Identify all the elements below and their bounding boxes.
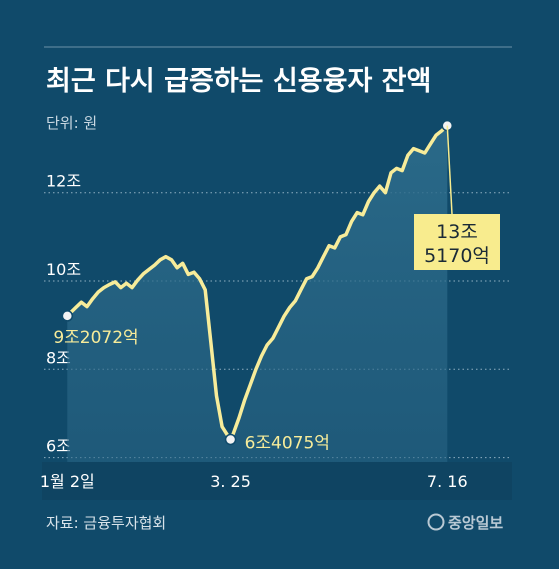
y-axis-labels: 6조 8조 10조 12조	[46, 172, 81, 456]
x-tick-label: 3. 25	[210, 472, 251, 491]
annotation-low: 6조4075억	[245, 433, 330, 453]
callout-leader	[446, 125, 453, 215]
y-tick-label: 10조	[46, 260, 81, 279]
y-tick-label: 6조	[46, 437, 71, 456]
x-tick-label: 7. 16	[427, 472, 468, 491]
x-axis-labels: 1월 2일 3. 25 7. 16	[40, 472, 468, 491]
y-tick-label: 8조	[46, 348, 71, 367]
chart-title: 최근 다시 급증하는 신용융자 잔액	[46, 66, 431, 97]
logo: 중앙일보	[427, 513, 503, 532]
y-tick-label: 12조	[46, 172, 81, 191]
callout-box	[414, 214, 500, 270]
annotation-start: 9조2072억	[53, 328, 138, 348]
x-tick-label: 1월 2일	[40, 472, 95, 491]
series-line	[65, 123, 450, 442]
logo-text: 중앙일보	[448, 514, 503, 532]
annotation-end-line1: 13조	[436, 221, 478, 243]
unit-label: 단위: 원	[46, 114, 97, 132]
x-axis-band	[42, 462, 512, 500]
marker-start	[61, 310, 74, 322]
source-note: 자료: 금융투자협회	[46, 514, 166, 532]
annotation-end-line2: 5170억	[424, 245, 490, 267]
marker-low	[224, 433, 237, 446]
series-area	[67, 125, 448, 462]
logo-circle-icon	[427, 513, 445, 531]
